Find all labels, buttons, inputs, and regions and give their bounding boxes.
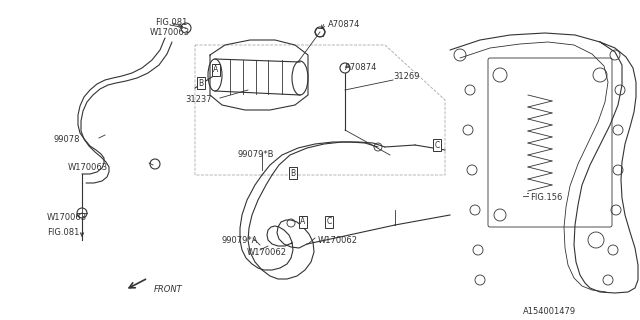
Text: 31269: 31269 <box>393 72 419 81</box>
Text: A70874: A70874 <box>328 20 360 29</box>
Text: A70874: A70874 <box>345 63 378 72</box>
Text: C: C <box>326 218 332 227</box>
Text: FIG.081: FIG.081 <box>47 228 79 237</box>
Text: B: B <box>291 169 296 178</box>
Text: 99079*A: 99079*A <box>222 236 259 245</box>
Text: A: A <box>213 66 219 75</box>
Text: B: B <box>198 78 204 87</box>
Text: 99078: 99078 <box>54 135 81 144</box>
Text: W170063: W170063 <box>150 28 190 37</box>
Text: FRONT: FRONT <box>154 285 183 294</box>
Text: A: A <box>300 218 306 227</box>
Text: FIG.156: FIG.156 <box>530 193 563 202</box>
Text: 99079*B: 99079*B <box>238 150 275 159</box>
Text: C: C <box>435 140 440 149</box>
Text: A154001479: A154001479 <box>523 307 576 316</box>
Text: W170063: W170063 <box>47 213 87 222</box>
Text: 31237: 31237 <box>185 95 212 104</box>
Text: FIG.081: FIG.081 <box>155 18 188 27</box>
Text: W170062: W170062 <box>247 248 287 257</box>
Text: W170063: W170063 <box>68 163 108 172</box>
Text: W170062: W170062 <box>318 236 358 245</box>
